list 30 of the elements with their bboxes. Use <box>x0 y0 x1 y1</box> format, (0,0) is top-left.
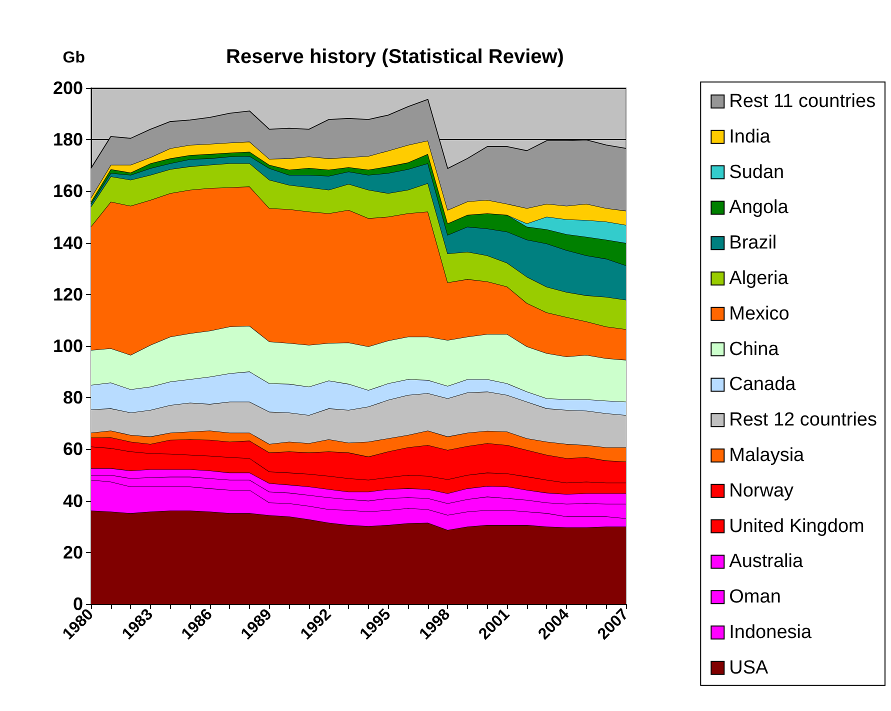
legend-label: Oman <box>729 586 781 608</box>
legend-label: Rest 11 countries <box>729 91 876 112</box>
legend-label: Australia <box>729 551 804 572</box>
legend-label: Malaysia <box>729 445 805 466</box>
y-tick-label: 80 <box>62 388 83 408</box>
legend-label: Rest 12 countries <box>729 410 878 431</box>
y-tick-label: 160 <box>52 181 83 202</box>
legend-label: Canada <box>729 374 796 396</box>
y-tick-label: 60 <box>62 439 83 460</box>
chart-title: Reserve history (Statistical Review) <box>226 46 564 68</box>
legend-label: Sudan <box>729 162 784 183</box>
legend-label: Norway <box>729 480 794 502</box>
legend-label: China <box>729 338 780 360</box>
y-tick-label: 40 <box>62 490 83 511</box>
y-tick-label: 0 <box>72 594 83 614</box>
y-tick-label: 20 <box>62 542 83 562</box>
legend-label: India <box>729 126 771 148</box>
y-tick-label: 180 <box>52 130 83 150</box>
legend-label: Angola <box>729 197 789 218</box>
y-tick-label: 120 <box>52 284 83 304</box>
y-axis-title: Gb <box>62 50 86 66</box>
legend-label: Brazil <box>729 232 777 254</box>
legend-label: Mexico <box>729 303 790 324</box>
y-tick-label: 140 <box>52 232 83 253</box>
legend-label: United Kingdom <box>729 516 864 537</box>
legend-label: Indonesia <box>729 622 812 643</box>
legend-label: USA <box>729 657 769 678</box>
y-tick-label: 200 <box>52 78 83 98</box>
legend-label: Algeria <box>729 268 789 289</box>
y-tick-label: 100 <box>52 336 83 356</box>
